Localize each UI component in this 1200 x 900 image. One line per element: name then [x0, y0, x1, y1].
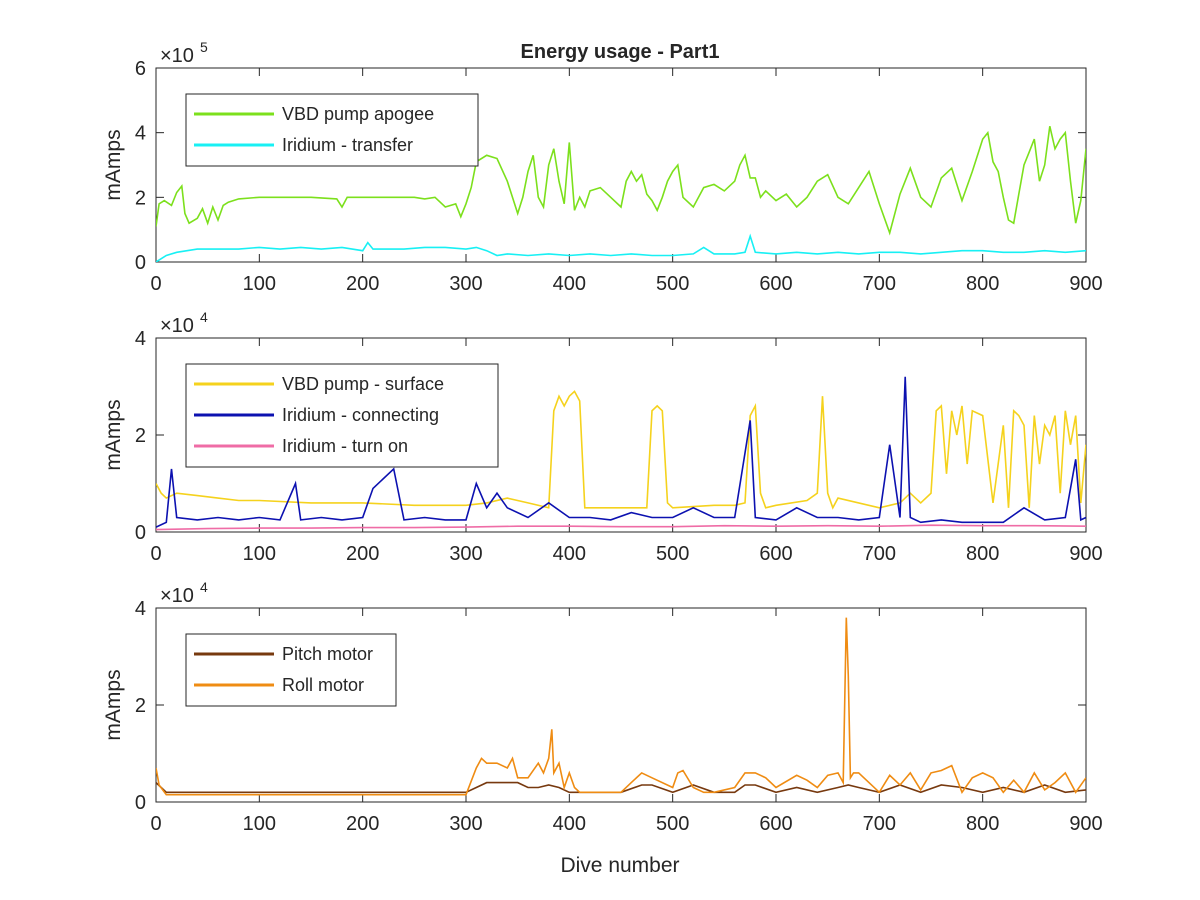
- legend-label: Iridium - transfer: [282, 135, 413, 155]
- y-tick-label: 4: [135, 598, 146, 620]
- y-exponent-power: 4: [200, 579, 208, 595]
- legend-box: [185, 633, 397, 707]
- y-exponent-power: 5: [200, 39, 208, 55]
- legend-label: Iridium - turn on: [282, 436, 408, 456]
- y-axis-label: mAmps: [102, 399, 125, 470]
- x-tick-label: 200: [346, 543, 379, 565]
- series-line-2: [156, 376, 1086, 528]
- x-tick-label: 300: [449, 543, 482, 565]
- y-tick-label: 0: [135, 252, 146, 274]
- x-tick-label: 100: [243, 273, 276, 295]
- y-tick-label: 2: [135, 695, 146, 717]
- x-tick-label: 800: [966, 273, 999, 295]
- y-tick-label: 4: [135, 328, 146, 350]
- x-tick-label: 700: [863, 813, 896, 835]
- x-tick-label: 700: [863, 543, 896, 565]
- y-axis-label: mAmps: [102, 129, 125, 200]
- legend-label: Pitch motor: [282, 644, 373, 664]
- x-tick-label: 200: [346, 273, 379, 295]
- x-tick-label: 500: [656, 273, 689, 295]
- y-exponent-label: ×10 4: [160, 579, 208, 607]
- x-tick-label: 100: [243, 813, 276, 835]
- legend-label: Iridium - connecting: [282, 405, 439, 425]
- x-axis-label: Dive number: [560, 854, 679, 877]
- y-axis-label: mAmps: [102, 669, 125, 740]
- y-tick-label: 0: [135, 522, 146, 544]
- x-tick-label: 0: [150, 273, 161, 295]
- series-line-1: [156, 781, 1086, 794]
- y-exponent-label: ×10 5: [160, 39, 208, 67]
- figure-title: Energy usage - Part1: [521, 41, 720, 63]
- x-tick-label: 0: [150, 813, 161, 835]
- chart-panel-vbd-apogee: ×10 5 mAmps 0 100 200 300 400 500 600 700 800 900…: [102, 39, 1103, 295]
- legend-box: [185, 93, 479, 167]
- series-line-3: [156, 524, 1086, 531]
- x-tick-label: 800: [966, 543, 999, 565]
- series-line-1: [156, 390, 1086, 510]
- x-tick-label: 500: [656, 813, 689, 835]
- x-tick-label: 600: [759, 273, 792, 295]
- series-line-1: [156, 126, 1086, 236]
- y-tick-label: 6: [135, 58, 146, 80]
- y-exponent-label: ×10 4: [160, 309, 208, 337]
- y-tick-label: 2: [135, 425, 146, 447]
- x-tick-label: 900: [1069, 813, 1102, 835]
- x-tick-label: 400: [553, 273, 586, 295]
- x-tick-label: 700: [863, 273, 896, 295]
- y-exponent-power: 4: [200, 309, 208, 325]
- y-tick-label: 4: [135, 123, 146, 145]
- y-exponent-base: ×10: [160, 585, 194, 607]
- x-tick-label: 900: [1069, 273, 1102, 295]
- series-line-2: [156, 617, 1086, 796]
- y-exponent-base: ×10: [160, 315, 194, 337]
- y-tick-label: 0: [135, 792, 146, 814]
- x-tick-label: 500: [656, 543, 689, 565]
- x-tick-label: 300: [449, 813, 482, 835]
- plot-area-box: [155, 67, 1087, 263]
- legend-label: VBD pump - surface: [282, 374, 444, 394]
- x-tick-label: 600: [759, 813, 792, 835]
- chart-panel-vbd-surface: ×10 4 mAmps 0 100 200 300 400 500 600 700 800 900…: [102, 309, 1103, 565]
- x-tick-label: 0: [150, 543, 161, 565]
- x-tick-label: 200: [346, 813, 379, 835]
- x-tick-label: 300: [449, 273, 482, 295]
- series-line-2: [156, 233, 1086, 262]
- chart-panel-motors: ×10 4 mAmps Dive number 0 100 200 300 400 500…: [102, 579, 1103, 877]
- x-tick-label: 900: [1069, 543, 1102, 565]
- x-tick-label: 400: [553, 813, 586, 835]
- legend-label: Roll motor: [282, 675, 364, 695]
- x-tick-label: 100: [243, 543, 276, 565]
- y-exponent-base: ×10: [160, 45, 194, 67]
- x-tick-label: 800: [966, 813, 999, 835]
- x-tick-label: 600: [759, 543, 792, 565]
- x-tick-label: 400: [553, 543, 586, 565]
- legend-label: VBD pump apogee: [282, 104, 434, 124]
- y-tick-label: 2: [135, 187, 146, 209]
